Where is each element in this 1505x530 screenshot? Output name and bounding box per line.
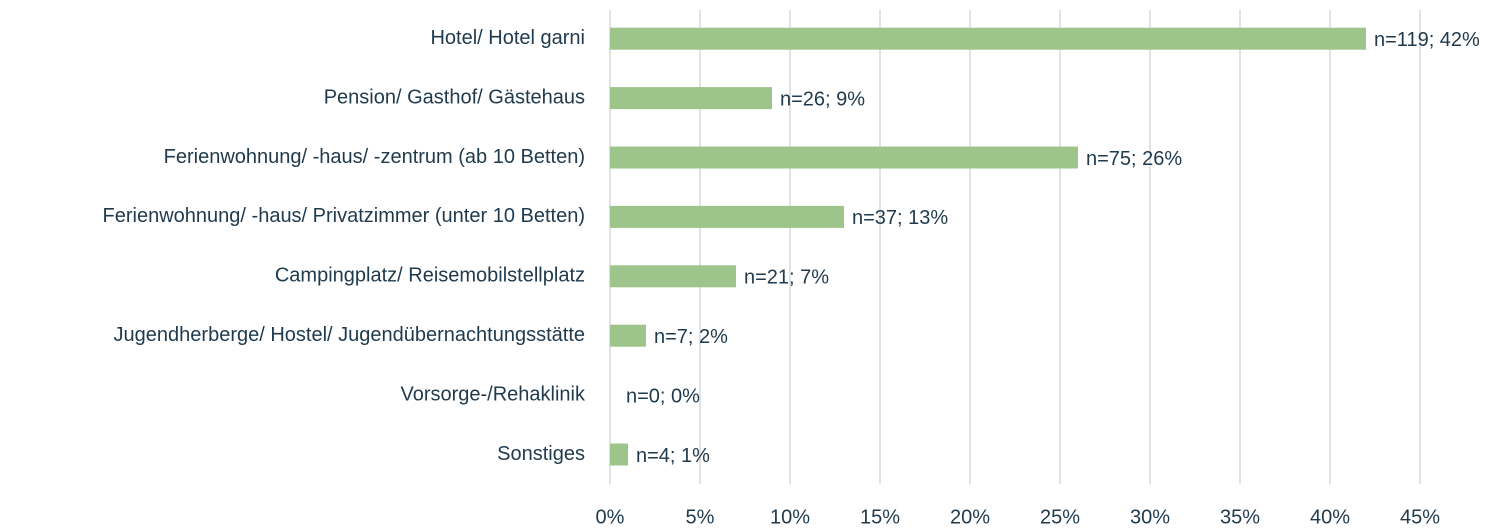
data-label: n=21; 7% [744, 267, 829, 289]
x-tick-label: 15% [860, 506, 900, 528]
data-label: n=0; 0% [626, 385, 700, 407]
bar [610, 443, 628, 466]
bar [610, 265, 736, 288]
data-label: n=7; 2% [654, 326, 728, 348]
y-tick-label: Pension/ Gasthof/ Gästehaus [324, 86, 585, 108]
bar [610, 146, 1078, 169]
bar [610, 27, 1366, 50]
y-tick-label: Campingplatz/ Reisemobilstellplatz [275, 265, 585, 287]
bar [610, 324, 646, 347]
y-tick-label: Hotel/ Hotel garni [430, 27, 585, 49]
y-tick-label: Vorsorge-/Rehaklinik [400, 383, 586, 405]
y-tick-label: Jugendherberge/ Hostel/ Jugendübernachtu… [114, 324, 585, 346]
data-label: n=26; 9% [780, 88, 865, 110]
x-tick-label: 25% [1040, 506, 1080, 528]
data-label: n=75; 26% [1086, 148, 1182, 170]
x-tick-label: 0% [596, 506, 625, 528]
x-tick-label: 40% [1310, 506, 1350, 528]
x-tick-label: 5% [686, 506, 715, 528]
bar [610, 87, 772, 110]
y-tick-label: Ferienwohnung/ -haus/ -zentrum (ab 10 Be… [164, 146, 585, 168]
x-tick-label: 30% [1130, 506, 1170, 528]
x-tick-label: 35% [1220, 506, 1260, 528]
bar [610, 205, 844, 228]
x-tick-label: 10% [770, 506, 810, 528]
data-label: n=4; 1% [636, 445, 710, 467]
y-tick-label: Ferienwohnung/ -haus/ Privatzimmer (unte… [103, 205, 585, 227]
x-tick-label: 20% [950, 506, 990, 528]
data-label: n=37; 13% [852, 207, 948, 229]
data-label: n=119; 42% [1374, 29, 1480, 51]
y-tick-label: Sonstiges [497, 443, 585, 465]
x-tick-label: 45% [1400, 506, 1440, 528]
